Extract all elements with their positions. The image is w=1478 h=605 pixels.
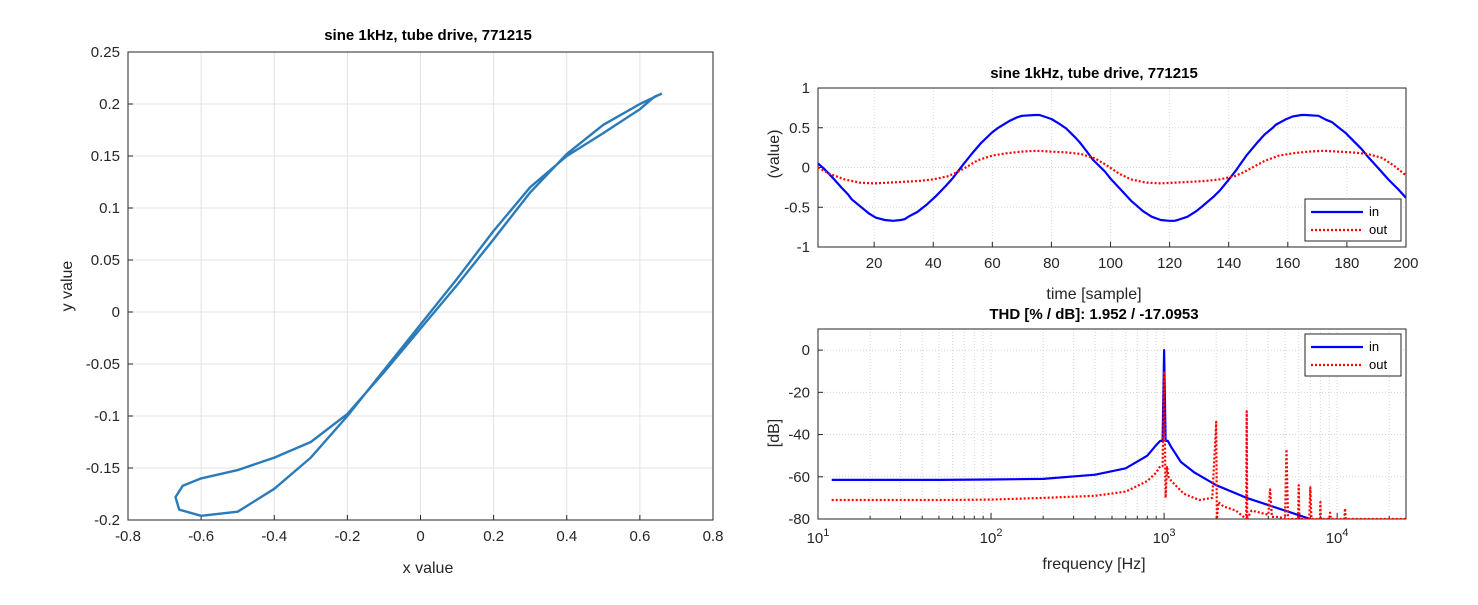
time-plot-title: sine 1kHz, tube drive, 771215 <box>990 65 1198 82</box>
spectrum-plot-title: THD [% / dB]: 1.952 / -17.0953 <box>989 306 1198 323</box>
time-plot-ytick-label: -1 <box>797 239 810 256</box>
spectrum-plot-ytick-label: 0 <box>802 342 810 359</box>
spectrum-plot-legend-label-out: out <box>1369 357 1387 372</box>
spectrum-plot-xlabel: frequency [Hz] <box>1042 556 1145 573</box>
xy-plot-ytick-label: 0 <box>112 304 120 321</box>
xy-plot-xtick-label: -0.2 <box>334 528 360 545</box>
xy-plot-title: sine 1kHz, tube drive, 771215 <box>324 27 532 44</box>
spectrum-plot-xtick-label: 104 <box>1326 527 1349 547</box>
xy-plot-panel: sine 1kHz, tube drive, 771215 x value y … <box>59 27 723 577</box>
time-plot-ytick-label: 0.5 <box>789 120 810 137</box>
time-plot-xtick-label: 160 <box>1275 255 1300 272</box>
spectrum-plot-series-group <box>831 349 1406 519</box>
time-plot-ytick-label: -0.5 <box>784 199 810 216</box>
time-plot-legend-box <box>1304 198 1402 242</box>
xy-plot-xtick-label: 0.4 <box>556 528 577 545</box>
time-plot-xtick-label: 120 <box>1157 255 1182 272</box>
xy-plot-ytick-label: -0.05 <box>86 356 120 373</box>
time-plot-xlabel: time [sample] <box>1046 286 1141 303</box>
xy-plot-ytick-label: -0.1 <box>94 408 120 425</box>
xy-plot-xtick-label: -0.8 <box>115 528 141 545</box>
time-plot-xtick-label: 100 <box>1098 255 1123 272</box>
time-plot-xtick-label: 60 <box>984 255 1001 272</box>
time-plot-xtick-label: 40 <box>925 255 942 272</box>
spectrum-plot-xtick-label: 103 <box>1153 527 1176 547</box>
time-plot-panel: sine 1kHz, tube drive, 771215 time [samp… <box>766 65 1419 303</box>
xy-plot-xtick-label: 0.6 <box>629 528 650 545</box>
spectrum-plot-legend-label-in: in <box>1369 339 1379 354</box>
spectrum-plot-ytick-label: -60 <box>788 469 810 486</box>
time-plot-xtick-label: 180 <box>1334 255 1359 272</box>
time-plot-xtick-label: 200 <box>1393 255 1418 272</box>
xy-plot-xtick-label: 0 <box>416 528 424 545</box>
time-plot-ylabel: (value) <box>766 130 783 179</box>
xy-plot-ytick-label: 0.2 <box>99 96 120 113</box>
xy-plot-ytick-label: -0.15 <box>86 460 120 477</box>
xy-plot-ytick-label: 0.25 <box>91 44 120 61</box>
time-plot-series-in <box>817 113 1407 222</box>
spectrum-plot-panel: THD [% / dB]: 1.952 / -17.0953 frequency… <box>766 306 1407 573</box>
time-plot-legend-label-out: out <box>1369 222 1387 237</box>
xy-plot-xlabel: x value <box>403 560 454 577</box>
spectrum-plot-xtick-label: 102 <box>980 527 1003 547</box>
time-plot-ytick-label: 0 <box>802 160 810 177</box>
spectrum-plot-xtick-label: 101 <box>807 527 830 547</box>
spectrum-plot-ytick-label: -80 <box>788 511 810 528</box>
xy-plot-ytick-label: 0.15 <box>91 148 120 165</box>
spectrum-plot-frame <box>817 328 1407 520</box>
xy-plot-xtick-label: -0.6 <box>188 528 214 545</box>
spectrum-plot-legend-box <box>1304 333 1402 377</box>
xy-plot-ytick-label: -0.2 <box>94 512 120 529</box>
spectrum-plot-ylabel: [dB] <box>766 419 783 447</box>
spectrum-plot-series-out <box>831 370 1406 519</box>
spectrum-plot-ytick-label: -40 <box>788 427 810 444</box>
time-plot-xtick-label: 140 <box>1216 255 1241 272</box>
time-plot-ytick-label: 1 <box>802 80 810 97</box>
time-plot-series-out <box>817 149 1407 185</box>
xy-plot-xtick-label: -0.4 <box>261 528 287 545</box>
spectrum-plot-ytick-label: -20 <box>788 384 810 401</box>
xy-plot-xtick-label: 0.8 <box>703 528 724 545</box>
xy-plot-ylabel: y value <box>59 261 76 312</box>
xy-plot-loop-line <box>174 92 663 517</box>
time-plot-legend-label-in: in <box>1369 204 1379 219</box>
xy-plot-frame <box>127 51 714 521</box>
xy-plot-ytick-label: 0.1 <box>99 200 120 217</box>
time-plot-xtick-label: 20 <box>866 255 883 272</box>
xy-plot-ytick-label: 0.05 <box>91 252 120 269</box>
xy-plot-xtick-label: 0.2 <box>483 528 504 545</box>
time-plot-xtick-label: 80 <box>1043 255 1060 272</box>
